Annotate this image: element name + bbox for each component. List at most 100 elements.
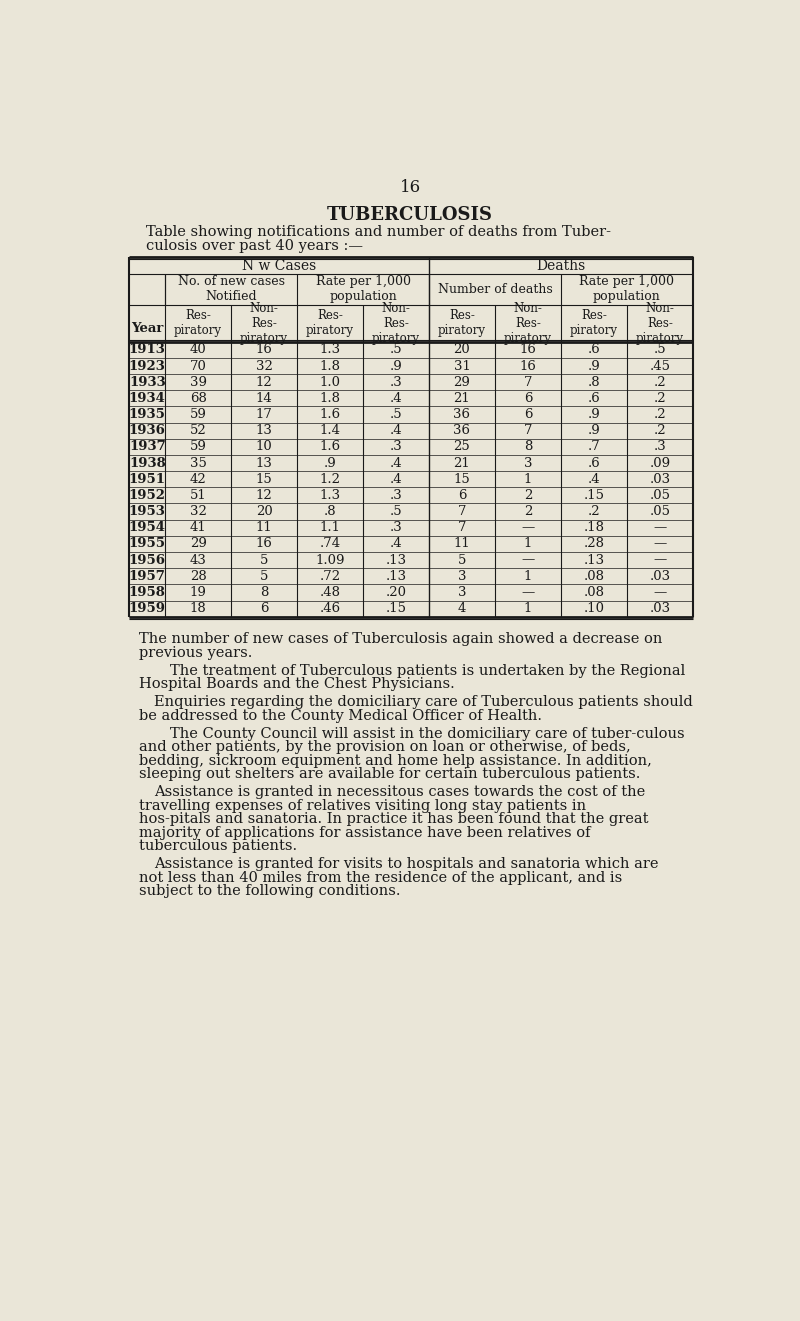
Text: .6: .6: [587, 392, 600, 404]
Text: sleeping out shelters are available for certain tuberculous patients.: sleeping out shelters are available for …: [138, 768, 640, 781]
Text: 16: 16: [256, 343, 273, 357]
Text: .48: .48: [319, 587, 341, 598]
Text: 15: 15: [256, 473, 273, 486]
Text: 1938: 1938: [129, 457, 166, 469]
Text: .4: .4: [390, 392, 402, 404]
Text: .8: .8: [324, 505, 336, 518]
Text: 1923: 1923: [129, 359, 166, 373]
Text: majority of applications for assistance have been relatives of: majority of applications for assistance …: [138, 826, 590, 840]
Text: .4: .4: [390, 473, 402, 486]
Text: .10: .10: [583, 602, 605, 616]
Text: 3: 3: [458, 587, 466, 598]
Text: Enquiries regarding the domiciliary care of Tuberculous patients should: Enquiries regarding the domiciliary care…: [154, 695, 693, 709]
Text: 5: 5: [458, 553, 466, 567]
Text: 1.1: 1.1: [319, 522, 341, 534]
Text: 20: 20: [454, 343, 470, 357]
Text: 15: 15: [454, 473, 470, 486]
Text: 11: 11: [454, 538, 470, 551]
Text: .46: .46: [319, 602, 341, 616]
Text: travelling expenses of relatives visiting long stay patients in: travelling expenses of relatives visitin…: [138, 799, 586, 812]
Text: 36: 36: [454, 408, 470, 421]
Text: 1958: 1958: [129, 587, 166, 598]
Text: 1.3: 1.3: [319, 343, 341, 357]
Text: bedding, sickroom equipment and home help assistance. In addition,: bedding, sickroom equipment and home hel…: [138, 754, 652, 768]
Text: —: —: [654, 522, 666, 534]
Text: .4: .4: [390, 538, 402, 551]
Text: 1934: 1934: [129, 392, 166, 404]
Text: Rate per 1,000
population: Rate per 1,000 population: [579, 275, 674, 304]
Text: .45: .45: [650, 359, 670, 373]
Text: —: —: [654, 587, 666, 598]
Text: .05: .05: [650, 505, 670, 518]
Text: .03: .03: [650, 602, 670, 616]
Text: 14: 14: [256, 392, 273, 404]
Text: hos-pitals and sanatoria. In practice it has been found that the great: hos-pitals and sanatoria. In practice it…: [138, 812, 648, 826]
Text: Hospital Boards and the Chest Physicians.: Hospital Boards and the Chest Physicians…: [138, 678, 454, 691]
Text: .08: .08: [583, 569, 605, 583]
Text: .20: .20: [386, 587, 406, 598]
Text: 12: 12: [256, 375, 273, 388]
Text: 3: 3: [458, 569, 466, 583]
Text: 1959: 1959: [129, 602, 166, 616]
Text: .2: .2: [654, 408, 666, 421]
Text: 16: 16: [399, 180, 421, 197]
Text: 1936: 1936: [129, 424, 166, 437]
Text: Non-
Res-
piratory: Non- Res- piratory: [504, 301, 552, 345]
Text: .03: .03: [650, 569, 670, 583]
Text: and other patients, by the provision on loan or otherwise, of beds,: and other patients, by the provision on …: [138, 740, 630, 754]
Text: 7: 7: [458, 522, 466, 534]
Text: .5: .5: [654, 343, 666, 357]
Text: not less than 40 miles from the residence of the applicant, and is: not less than 40 miles from the residenc…: [138, 871, 622, 885]
Text: previous years.: previous years.: [138, 646, 252, 659]
Text: 1935: 1935: [129, 408, 166, 421]
Text: .5: .5: [390, 343, 402, 357]
Text: 21: 21: [454, 392, 470, 404]
Text: 1951: 1951: [129, 473, 166, 486]
Text: 6: 6: [524, 392, 532, 404]
Text: Non-
Res-
piratory: Non- Res- piratory: [240, 301, 288, 345]
Text: N w Cases: N w Cases: [242, 259, 316, 272]
Text: 70: 70: [190, 359, 206, 373]
Text: .3: .3: [390, 522, 402, 534]
Text: .28: .28: [583, 538, 605, 551]
Text: 52: 52: [190, 424, 206, 437]
Text: 1.6: 1.6: [319, 408, 341, 421]
Text: .18: .18: [583, 522, 605, 534]
Text: —: —: [522, 587, 534, 598]
Text: .08: .08: [583, 587, 605, 598]
Text: 59: 59: [190, 440, 206, 453]
Text: 7: 7: [524, 375, 532, 388]
Text: .9: .9: [587, 359, 600, 373]
Text: .03: .03: [650, 473, 670, 486]
Text: .9: .9: [390, 359, 402, 373]
Text: Deaths: Deaths: [536, 259, 586, 272]
Text: 4: 4: [458, 602, 466, 616]
Text: 19: 19: [190, 587, 206, 598]
Text: —: —: [522, 553, 534, 567]
Text: 20: 20: [256, 505, 273, 518]
Text: 13: 13: [256, 457, 273, 469]
Text: 39: 39: [190, 375, 206, 388]
Text: 32: 32: [190, 505, 206, 518]
Text: Res-
piratory: Res- piratory: [570, 309, 618, 337]
Text: TUBERCULOSIS: TUBERCULOSIS: [327, 206, 493, 223]
Text: 1.6: 1.6: [319, 440, 341, 453]
Text: .2: .2: [654, 375, 666, 388]
Text: 3: 3: [524, 457, 532, 469]
Text: .7: .7: [587, 440, 600, 453]
Text: Res-
piratory: Res- piratory: [306, 309, 354, 337]
Text: Non-
Res-
piratory: Non- Res- piratory: [636, 301, 684, 345]
Text: 1: 1: [524, 602, 532, 616]
Text: 5: 5: [260, 553, 268, 567]
Text: 12: 12: [256, 489, 273, 502]
Text: 7: 7: [524, 424, 532, 437]
Text: .74: .74: [319, 538, 341, 551]
Text: 1957: 1957: [129, 569, 166, 583]
Text: 10: 10: [256, 440, 273, 453]
Text: Assistance is granted for visits to hospitals and sanatoria which are: Assistance is granted for visits to hosp…: [154, 857, 658, 872]
Text: 11: 11: [256, 522, 273, 534]
Text: .4: .4: [390, 424, 402, 437]
Text: culosis over past 40 years :—: culosis over past 40 years :—: [146, 239, 363, 252]
Text: 59: 59: [190, 408, 206, 421]
Text: .13: .13: [583, 553, 605, 567]
